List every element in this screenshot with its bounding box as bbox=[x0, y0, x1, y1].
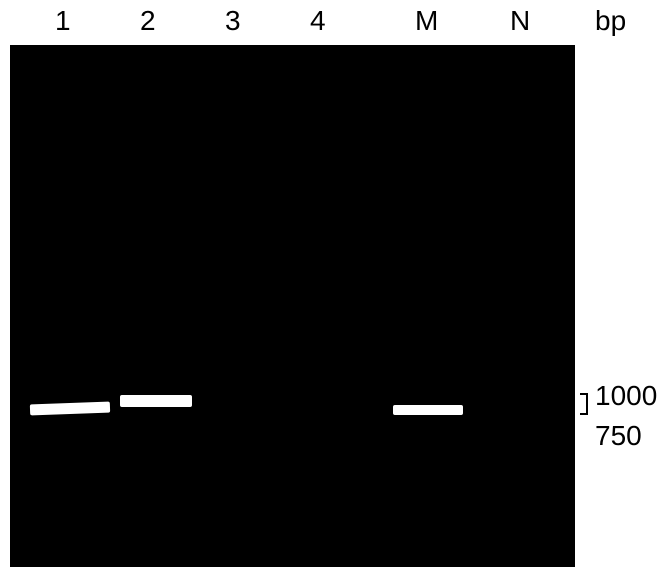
lane-label-n: N bbox=[510, 5, 530, 37]
size-marker-750: 750 bbox=[595, 420, 642, 452]
lane-label-2: 2 bbox=[140, 5, 156, 37]
gel-image bbox=[10, 45, 575, 567]
lane-label-m: M bbox=[415, 5, 438, 37]
lane-labels-row: 1 2 3 4 M N bp bbox=[0, 0, 670, 45]
lane-label-3: 3 bbox=[225, 5, 241, 37]
lane-label-1: 1 bbox=[55, 5, 71, 37]
unit-label: bp bbox=[595, 5, 626, 37]
size-bracket bbox=[580, 393, 588, 415]
gel-figure: 1 2 3 4 M N bp 1000 750 bbox=[0, 0, 670, 578]
band-lane-m bbox=[393, 405, 463, 415]
band-lane-1 bbox=[30, 402, 110, 416]
lane-label-4: 4 bbox=[310, 5, 326, 37]
size-marker-1000: 1000 bbox=[595, 380, 657, 412]
band-lane-2 bbox=[120, 395, 192, 407]
